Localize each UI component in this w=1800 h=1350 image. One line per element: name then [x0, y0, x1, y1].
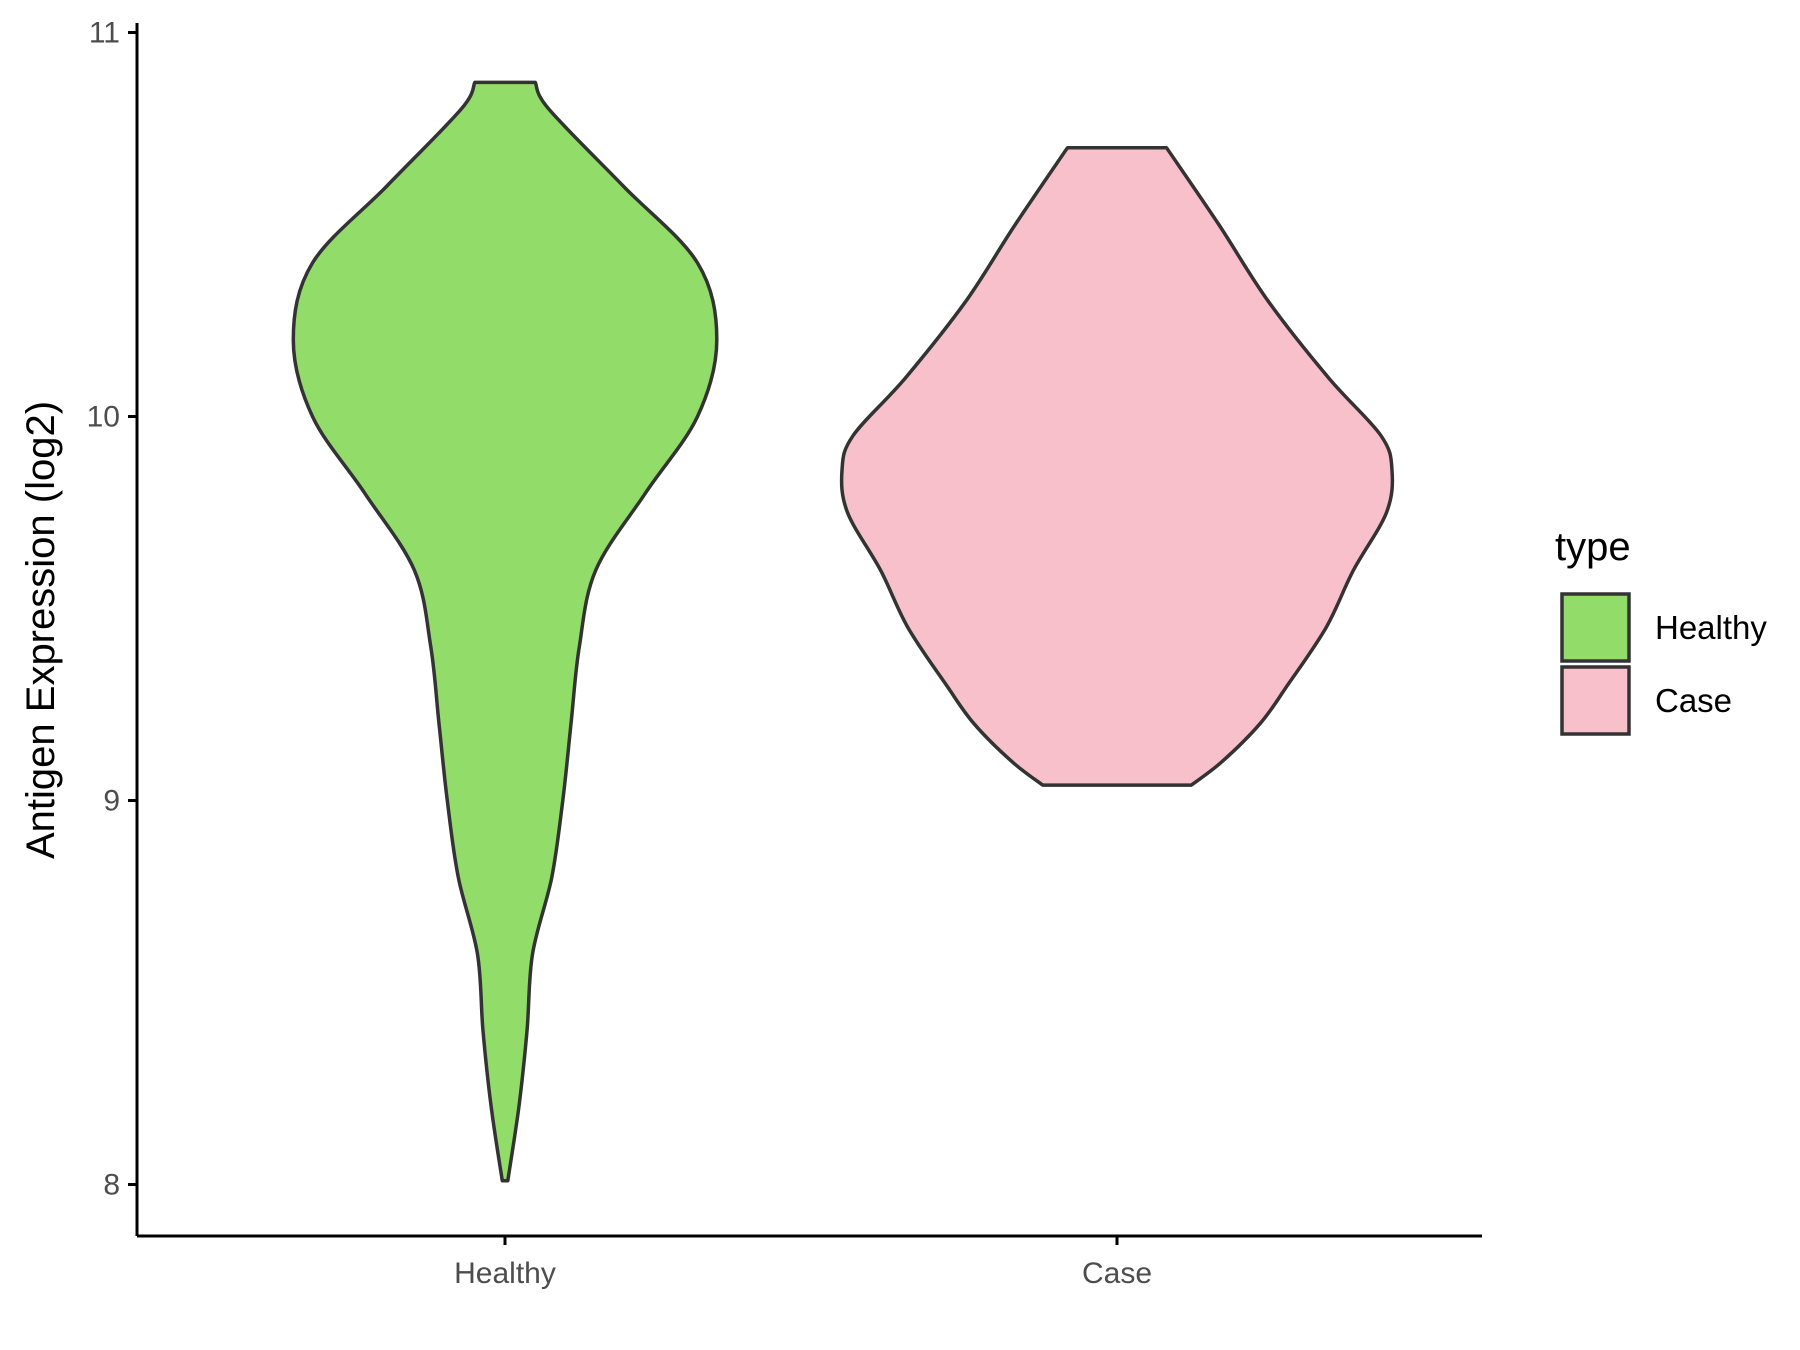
y-tick-label: 9: [103, 785, 120, 818]
legend: type Healthy Case: [1555, 525, 1767, 736]
violin-healthy: [291, 80, 719, 1183]
x-tick-label: Case: [1082, 1257, 1152, 1290]
y-tick-label: 10: [87, 401, 120, 434]
legend-key-case: [1560, 665, 1631, 736]
y-axis-title: Antigen Expression (log2): [19, 401, 63, 859]
legend-label-case: Case: [1655, 682, 1732, 719]
legend-key-healthy: [1560, 592, 1631, 663]
y-tick-label: 11: [89, 17, 120, 50]
violin-layer: [291, 80, 1395, 1183]
violin-case: [839, 145, 1395, 787]
x-tick-label: Healthy: [454, 1257, 556, 1290]
axes: 8 9 10 11 Healthy Case: [87, 17, 1482, 1290]
legend-entries: Healthy Case: [1560, 592, 1767, 736]
x-ticks: Healthy Case: [454, 1236, 1152, 1290]
legend-label-healthy: Healthy: [1655, 609, 1767, 646]
y-tick-label: 8: [103, 1169, 120, 1202]
legend-title: type: [1555, 525, 1631, 569]
y-ticks: 8 9 10 11: [87, 17, 137, 1202]
